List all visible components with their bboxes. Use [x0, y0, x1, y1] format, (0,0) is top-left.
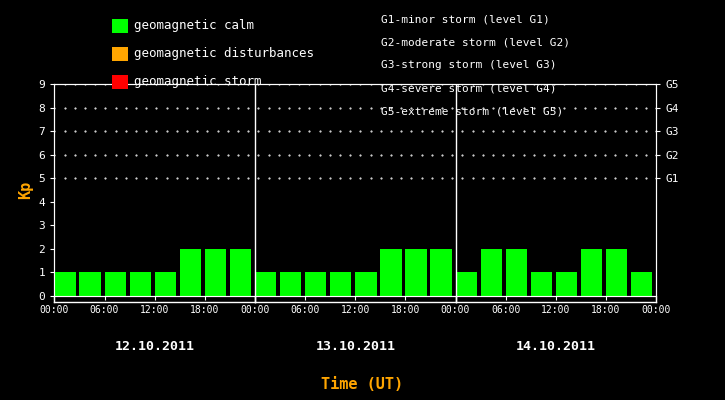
Bar — [505, 249, 527, 296]
Bar — [631, 272, 652, 296]
Bar — [431, 249, 452, 296]
Text: G5-extreme storm (level G5): G5-extreme storm (level G5) — [381, 107, 563, 117]
Bar — [154, 272, 176, 296]
Text: G2-moderate storm (level G2): G2-moderate storm (level G2) — [381, 37, 570, 47]
Bar — [204, 249, 226, 296]
Bar — [455, 272, 477, 296]
Bar — [355, 272, 376, 296]
Text: 13.10.2011: 13.10.2011 — [315, 340, 395, 352]
Bar — [280, 272, 302, 296]
Text: G3-strong storm (level G3): G3-strong storm (level G3) — [381, 60, 556, 70]
Bar — [54, 272, 75, 296]
Text: 12.10.2011: 12.10.2011 — [115, 340, 195, 352]
Bar — [606, 249, 627, 296]
Bar — [104, 272, 126, 296]
Bar — [80, 272, 101, 296]
Text: G4-severe storm (level G4): G4-severe storm (level G4) — [381, 84, 556, 94]
Text: G1-minor storm (level G1): G1-minor storm (level G1) — [381, 14, 550, 24]
Text: geomagnetic storm: geomagnetic storm — [134, 76, 262, 88]
Text: 14.10.2011: 14.10.2011 — [515, 340, 596, 352]
Text: geomagnetic disturbances: geomagnetic disturbances — [134, 48, 314, 60]
Bar — [556, 272, 577, 296]
Bar — [305, 272, 326, 296]
Bar — [230, 249, 251, 296]
Bar — [481, 249, 502, 296]
Bar — [330, 272, 352, 296]
Bar — [255, 272, 276, 296]
Text: Time (UT): Time (UT) — [321, 377, 404, 392]
Y-axis label: Kp: Kp — [18, 181, 33, 199]
Bar — [531, 272, 552, 296]
Text: geomagnetic calm: geomagnetic calm — [134, 20, 254, 32]
Bar — [130, 272, 151, 296]
Bar — [581, 249, 602, 296]
Bar — [405, 249, 427, 296]
Bar — [180, 249, 201, 296]
Bar — [381, 249, 402, 296]
